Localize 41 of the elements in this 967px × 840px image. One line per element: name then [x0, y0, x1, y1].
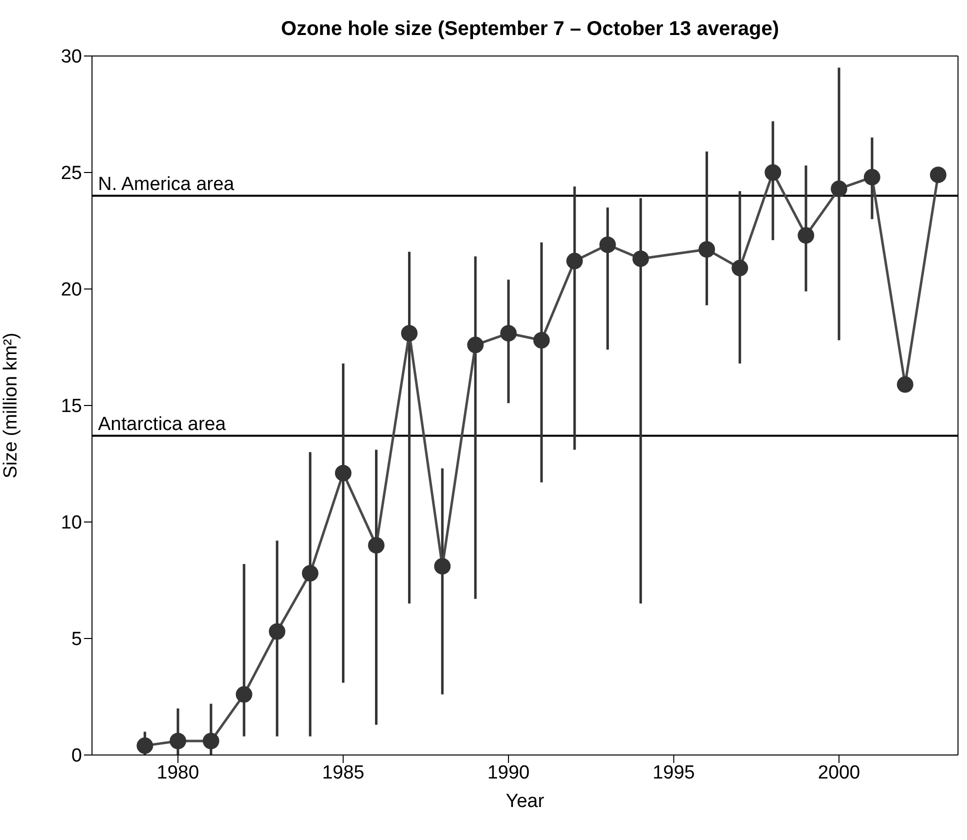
- chart-title: Ozone hole size (September 7 – October 13 average): [280, 18, 780, 41]
- point: [698, 241, 716, 258]
- point: [136, 737, 154, 754]
- point: [732, 260, 748, 276]
- x-tick-label: 1980: [156, 762, 200, 784]
- y-axis-title: Size (million km²): [0, 332, 22, 478]
- point: [401, 325, 418, 342]
- y-tick-label: 10: [60, 512, 82, 534]
- y-tick-label: 20: [60, 280, 82, 301]
- point: [599, 236, 616, 253]
- y-tick-label: 0: [71, 746, 82, 767]
- y-tick-label: 5: [71, 629, 82, 650]
- y-tick-label: 30: [60, 46, 82, 68]
- point: [334, 464, 352, 482]
- point: [533, 332, 550, 349]
- point: [236, 686, 252, 703]
- point: [798, 227, 814, 244]
- point: [368, 537, 385, 554]
- point: [566, 252, 583, 270]
- ref-line-label: N. America area: [98, 174, 235, 195]
- point: [896, 376, 914, 393]
- point: [930, 166, 946, 184]
- x-tick-label: 1995: [652, 762, 695, 784]
- y-tick-label: 15: [60, 396, 82, 418]
- x-tick-label: 1990: [487, 762, 530, 784]
- point: [434, 558, 451, 575]
- y-tick-label: 25: [60, 163, 82, 184]
- ref-line-label: Antarctica area: [98, 414, 226, 435]
- point: [467, 336, 484, 354]
- point: [268, 623, 286, 640]
- x-tick-label: 2000: [818, 762, 860, 784]
- point: [302, 565, 318, 582]
- point: [830, 180, 848, 198]
- point: [202, 732, 220, 750]
- point: [500, 325, 517, 342]
- point: [170, 732, 186, 750]
- point: [864, 168, 880, 186]
- point: [764, 164, 782, 181]
- x-tick-label: 1985: [322, 762, 364, 784]
- point: [632, 250, 649, 267]
- x-axis-title: Year: [506, 791, 545, 812]
